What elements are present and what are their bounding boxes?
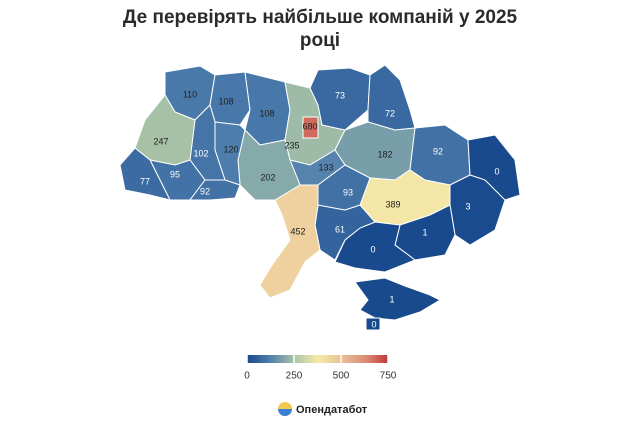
region <box>119 147 171 201</box>
colorbar-tick-label: 0 <box>244 371 250 382</box>
region-value: 182 <box>377 149 392 159</box>
region-value: 680 <box>302 121 317 131</box>
region-value: 202 <box>260 172 275 182</box>
region-value: 110 <box>183 89 197 99</box>
region <box>259 184 321 299</box>
colorbar-tick-label: 750 <box>380 371 397 382</box>
region-value: 389 <box>385 199 400 209</box>
region-value: 72 <box>385 108 395 118</box>
colorbar-tick-label: 500 <box>333 371 350 382</box>
region-value: 1 <box>389 294 394 304</box>
logo-part <box>278 409 292 416</box>
region-value: 235 <box>284 140 299 150</box>
region-value: 133 <box>318 162 333 172</box>
region-value: 73 <box>335 90 345 100</box>
region-value: 102 <box>193 148 208 158</box>
region <box>365 317 381 331</box>
region-value: 92 <box>433 146 443 156</box>
region-value: 108 <box>218 96 233 106</box>
region-value: 3 <box>465 201 470 211</box>
region-value: 93 <box>343 187 353 197</box>
region-value: 0 <box>494 166 499 176</box>
region <box>302 116 319 139</box>
region <box>354 277 442 321</box>
region-value: 95 <box>170 169 180 179</box>
region-value: 61 <box>335 224 345 234</box>
colorbar-tick-label: 250 <box>286 371 303 382</box>
region-value: 0 <box>370 244 375 254</box>
region-value: 452 <box>290 226 305 236</box>
colorbar <box>247 355 388 363</box>
brand: Опендатабот <box>296 404 368 416</box>
region <box>189 179 241 201</box>
region-value: 120 <box>223 144 238 154</box>
region-value: 77 <box>140 176 150 186</box>
region-value: 0 <box>371 319 376 329</box>
region-value: 108 <box>259 108 274 118</box>
region-value: 92 <box>200 186 210 196</box>
region-value: 247 <box>153 136 168 146</box>
regions <box>119 64 521 331</box>
title: Де перевірять найбільше компаній у 2025 … <box>122 7 518 51</box>
region <box>367 64 416 131</box>
region-value: 1 <box>422 227 427 237</box>
